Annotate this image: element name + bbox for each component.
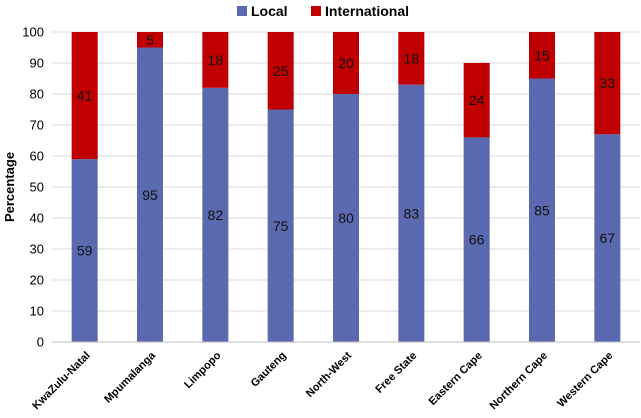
bar-international-northern-cape [529,32,555,79]
data-label: 67 [600,230,616,246]
data-label: 18 [208,52,224,68]
y-tick-label: 80 [30,87,44,102]
data-label: 66 [469,232,485,248]
bars: 59 41 95 5 82 18 75 25 80 20 83 18 66 24 85 15 67 33 [71,32,621,342]
bar-international-kwazulu-natal [71,32,98,160]
y-tick-label: 60 [30,149,44,164]
x-tick-label: North-West [304,349,354,399]
bar-local-eastern-cape [463,137,490,342]
legend-label-local: Local [251,3,288,19]
data-label: 95 [142,187,158,203]
y-tick-label: 40 [30,211,44,226]
bar-local-western-cape [594,134,621,342]
data-label: 75 [273,218,289,234]
x-axis: KwaZulu-Natal Mpumalanga Limpopo Gauteng Nor… [30,341,640,413]
bar-international-gauteng [267,32,294,110]
data-label: 15 [534,47,550,63]
y-tick-label: 100 [22,25,44,40]
data-label: 41 [77,88,93,104]
bar-local-north-west [333,94,359,342]
bar-local-free-state [398,84,425,342]
bar-local-mpumalanga [137,47,163,342]
data-label: 85 [534,202,550,218]
x-tick-label: KwaZulu-Natal [30,350,93,413]
data-label: 59 [77,243,93,259]
data-label: 24 [469,92,485,108]
legend-swatch-local [237,6,247,16]
legend: Local International [237,3,409,19]
x-tick-label: Gauteng [249,350,289,390]
data-label: 5 [146,32,154,48]
x-tick-label: Northern Cape [488,350,551,413]
x-tick-label: Eastern Cape [427,350,485,408]
y-tick-label: 90 [30,56,44,71]
bar-local-kwazulu-natal [71,159,98,342]
bar-international-limpopo [202,32,229,88]
y-tick-label: 0 [37,335,44,350]
bar-international-free-state [398,32,425,85]
y-tick-label: 10 [30,304,44,319]
x-tick-label: Free State [373,350,419,396]
bar-international-mpumalanga [137,32,163,48]
bar-local-gauteng [267,109,294,342]
data-label: 25 [273,63,289,79]
y-tick-label: 30 [30,242,44,257]
legend-swatch-international [311,6,321,16]
x-tick-label: Western Cape [555,350,615,410]
y-tick-label: 50 [30,180,44,195]
bar-local-limpopo [202,87,229,342]
data-label: 33 [600,75,616,91]
y-axis-title: Percentage [2,152,17,222]
bar-local-northern-cape [529,78,555,342]
y-axis: 0 10 20 30 40 50 60 70 80 90 100 [22,25,44,350]
y-tick-label: 20 [30,273,44,288]
legend-label-international: International [325,3,409,19]
x-tick-label: Mpumalanga [102,349,159,406]
bar-international-north-west [333,32,359,94]
data-label: 83 [404,205,420,221]
x-tick-label: Limpopo [182,349,224,391]
data-label: 80 [338,210,354,226]
y-tick-label: 70 [30,118,44,133]
data-label: 20 [338,55,354,71]
bar-international-western-cape [594,32,621,135]
data-label: 82 [208,207,224,223]
bar-international-eastern-cape [463,63,490,138]
data-label: 18 [404,50,420,66]
